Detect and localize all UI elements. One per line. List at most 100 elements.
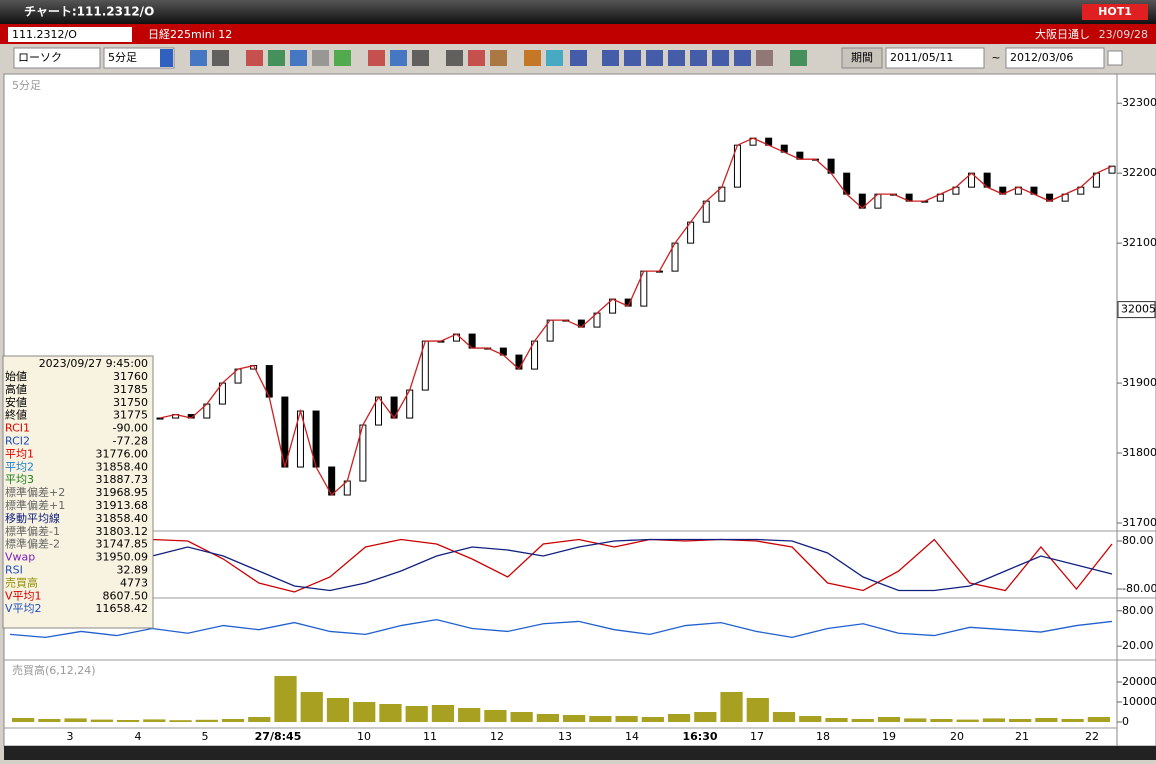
x-tick-label: 14	[625, 730, 639, 743]
info-panel	[2, 355, 154, 629]
volume-bar	[930, 719, 953, 722]
scrollbar[interactable]	[4, 746, 1156, 760]
volume-bar	[720, 692, 743, 722]
volume-bar	[143, 719, 166, 722]
info-value: 4773	[120, 576, 148, 589]
tool-icon	[212, 50, 229, 66]
x-tick-label: 21	[1015, 730, 1029, 743]
volume-bar	[1009, 719, 1032, 722]
tool-icon	[570, 50, 587, 66]
tool-icon	[690, 50, 707, 66]
volume-bar	[667, 714, 691, 722]
tool-icon	[790, 50, 807, 66]
date-from[interactable]: 2011/05/11	[890, 51, 953, 64]
chart-type-select[interactable]	[13, 47, 101, 69]
info-label: 標準偏差+2	[5, 485, 65, 499]
x-tick-label: 5	[202, 730, 209, 743]
volume-bar	[641, 717, 664, 722]
symbol[interactable]: 111.2312/O	[12, 28, 77, 41]
info-label: 始値	[5, 369, 27, 383]
info-value: 11658.42	[96, 602, 149, 615]
volume-bar	[195, 719, 218, 722]
info-label: V平均2	[5, 602, 42, 615]
tool-icon	[190, 50, 207, 66]
date-from-input[interactable]	[885, 47, 985, 69]
info-label: 平均1	[5, 447, 34, 460]
dropdown-arrow[interactable]	[160, 49, 173, 67]
x-tick-label: 11	[423, 730, 437, 743]
tool-icon	[468, 50, 485, 66]
volume-bar	[38, 719, 61, 722]
tool-icon	[602, 50, 619, 66]
period-button-label[interactable]: 期間	[851, 51, 873, 64]
info-value: 31858.40	[96, 460, 149, 473]
symbol-input[interactable]	[8, 27, 132, 42]
period[interactable]: 5分足	[108, 51, 137, 64]
info-value: 31760	[113, 370, 148, 383]
tool-icon	[490, 50, 507, 66]
info-label: RCI2	[5, 435, 30, 448]
tool-icon	[524, 50, 541, 66]
volume-bar	[458, 708, 481, 722]
info-label: RCI1	[5, 422, 30, 435]
volume-bar	[274, 676, 297, 722]
info-value: 31747.85	[96, 538, 149, 551]
tool-icon	[756, 50, 773, 66]
volume-bar	[90, 719, 113, 722]
info-value: -90.00	[113, 422, 148, 435]
info-value: 31803.12	[96, 525, 149, 538]
info-datetime: 2023/09/27 9:45:00	[39, 357, 148, 370]
y-tick-label: 32100	[1122, 236, 1156, 249]
info-label: RSI	[5, 564, 23, 577]
hot-label[interactable]: HOT1	[1098, 5, 1132, 18]
period-button[interactable]	[841, 47, 883, 69]
tool-icon	[412, 50, 429, 66]
tool-icon	[712, 50, 729, 66]
tool-icon	[446, 50, 463, 66]
chart-type[interactable]: ローソク	[18, 51, 62, 64]
price-line	[159, 137, 1113, 497]
date-to-input[interactable]	[1005, 47, 1105, 69]
period-select[interactable]	[103, 47, 175, 69]
tool-icon	[334, 50, 351, 66]
info-value: 31858.40	[96, 512, 149, 525]
volume-bar	[694, 712, 717, 722]
info-value: 31968.95	[96, 486, 149, 499]
y-tick-label: 31900	[1122, 376, 1156, 389]
volume-bar	[536, 714, 559, 722]
rci2-line	[10, 538, 1113, 592]
toolbar-icons	[190, 50, 807, 66]
volume-bar	[904, 718, 927, 722]
y-tick-label: 20.00	[1122, 639, 1154, 652]
volume-bar	[64, 718, 87, 722]
x-tick-label: 19	[882, 730, 896, 743]
x-tick-label: 27/8:45	[255, 730, 302, 743]
header-bar	[0, 24, 1156, 44]
info-label: 終値	[5, 408, 27, 422]
hot-button[interactable]	[1082, 4, 1148, 20]
volume-bar	[851, 719, 874, 722]
info-value: 31775	[113, 409, 148, 422]
volume-bar	[326, 698, 350, 722]
y-tick-label: -80.00	[1122, 582, 1156, 595]
x-tick-label: 10	[357, 730, 371, 743]
tool-icon	[246, 50, 263, 66]
y-tick-label: 80.00	[1122, 604, 1154, 617]
info-label: 移動平均線	[5, 511, 60, 525]
info-label: 高値	[5, 382, 27, 396]
tool-icon	[734, 50, 751, 66]
info-label: 標準偏差-2	[5, 537, 60, 551]
tilde: ~	[991, 51, 1000, 64]
info-label: 平均2	[5, 460, 34, 473]
checkbox[interactable]	[1107, 50, 1123, 66]
volume-bar	[799, 716, 822, 722]
date-to[interactable]: 2012/03/06	[1010, 51, 1073, 64]
x-tick-label: 18	[816, 730, 830, 743]
tool-icon	[312, 50, 329, 66]
tool-icon	[368, 50, 385, 66]
x-tick-label: 17	[750, 730, 764, 743]
volume-bar	[379, 704, 402, 722]
x-tick-label: 16:30	[682, 730, 717, 743]
info-label: V平均1	[5, 589, 42, 602]
